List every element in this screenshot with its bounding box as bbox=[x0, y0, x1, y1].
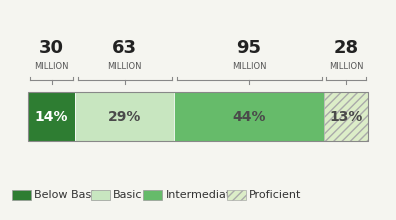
Bar bbox=[91, 190, 110, 200]
Text: 29%: 29% bbox=[108, 110, 141, 124]
Text: 95: 95 bbox=[236, 39, 262, 57]
Text: 13%: 13% bbox=[329, 110, 363, 124]
Text: 63: 63 bbox=[112, 39, 137, 57]
Text: MILLION: MILLION bbox=[108, 62, 142, 70]
Text: 44%: 44% bbox=[232, 110, 266, 124]
Text: 30: 30 bbox=[39, 39, 64, 57]
Bar bbox=[143, 190, 162, 200]
Bar bbox=[324, 92, 368, 141]
Text: 28: 28 bbox=[333, 39, 359, 57]
Text: Basic: Basic bbox=[113, 190, 142, 200]
Text: Intermediate: Intermediate bbox=[166, 190, 238, 200]
Text: Below Basic: Below Basic bbox=[34, 190, 101, 200]
Text: MILLION: MILLION bbox=[34, 62, 69, 70]
Bar bbox=[174, 92, 324, 141]
Text: 14%: 14% bbox=[35, 110, 68, 124]
Text: MILLION: MILLION bbox=[232, 62, 267, 70]
Bar bbox=[12, 190, 31, 200]
Bar bbox=[28, 92, 75, 141]
Bar bbox=[227, 190, 246, 200]
Bar bbox=[75, 92, 174, 141]
Text: Proficient: Proficient bbox=[249, 190, 301, 200]
Text: MILLION: MILLION bbox=[329, 62, 364, 70]
Bar bbox=[28, 92, 368, 141]
